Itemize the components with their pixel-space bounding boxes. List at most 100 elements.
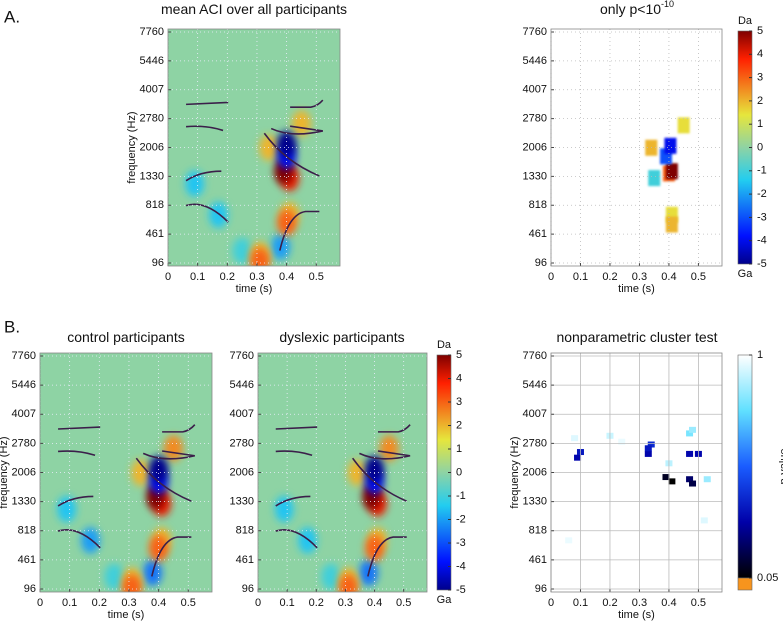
y-tick-label: 2006 bbox=[12, 466, 36, 478]
colorbar-tick-label: 2 bbox=[456, 419, 462, 431]
title-text: dyslexic participants bbox=[279, 329, 404, 345]
y-axis-label: frequency (Hz) bbox=[0, 436, 10, 508]
y-tick-label: 818 bbox=[18, 525, 36, 537]
heat-blob bbox=[347, 459, 367, 486]
colorbar-tick-label: 4 bbox=[456, 372, 462, 384]
heat-cell bbox=[648, 170, 661, 187]
cluster-cell bbox=[700, 517, 708, 524]
y-tick-label: 4007 bbox=[140, 84, 164, 96]
heat-cell bbox=[664, 137, 677, 154]
y-tick-label: 2780 bbox=[523, 113, 547, 125]
plot-background bbox=[551, 29, 722, 266]
y-tick-label: 96 bbox=[242, 583, 254, 595]
heatmap bbox=[274, 424, 411, 592]
panel-label: A. bbox=[4, 7, 20, 26]
heat-blob bbox=[298, 527, 317, 554]
heat-blob bbox=[277, 209, 297, 236]
x-tick-label: 0.4 bbox=[661, 271, 676, 283]
y-tick-label: 461 bbox=[529, 228, 547, 240]
colorbar-tick-label: 5 bbox=[757, 25, 763, 37]
y-tick-label: 2006 bbox=[230, 466, 254, 478]
x-tick-label: 0 bbox=[255, 597, 261, 609]
x-tick-label: 0.3 bbox=[632, 597, 647, 609]
cluster-cell bbox=[686, 430, 694, 437]
colorbar-bottom-label: Ga bbox=[738, 268, 754, 280]
x-tick-label: 0.4 bbox=[151, 597, 166, 609]
colorbar-below bbox=[737, 577, 753, 591]
heat-blob bbox=[80, 527, 100, 554]
cluster-cell bbox=[565, 537, 573, 544]
colorbar-tick-label: 5 bbox=[456, 349, 462, 361]
y-tick-label: 96 bbox=[24, 583, 36, 595]
x-tick-label: 0.3 bbox=[249, 271, 264, 283]
y-tick-label: 5446 bbox=[230, 379, 254, 391]
cluster-cell bbox=[644, 445, 652, 452]
x-tick-label: 0.2 bbox=[92, 597, 107, 609]
heat-cell bbox=[665, 163, 678, 180]
colorbar-tick-label: 0.05 bbox=[757, 572, 778, 584]
y-tick-label: 461 bbox=[146, 228, 164, 240]
y-tick-label: 2780 bbox=[140, 113, 164, 125]
y-tick-label: 461 bbox=[236, 554, 254, 566]
heat-cell bbox=[665, 216, 678, 233]
heat-blob bbox=[149, 535, 169, 562]
x-tick-label: 0.3 bbox=[121, 597, 136, 609]
chart-title: mean ACI over all participants bbox=[161, 1, 347, 17]
y-tick-label: 818 bbox=[236, 525, 254, 537]
heat-blob bbox=[365, 455, 384, 483]
x-axis-label: time (s) bbox=[236, 283, 273, 295]
y-tick-label: 2780 bbox=[230, 437, 254, 449]
y-tick-label: 1330 bbox=[12, 496, 36, 508]
y-tick-label: 2006 bbox=[523, 466, 547, 478]
colorbar-tick-label: -4 bbox=[456, 560, 466, 572]
y-tick-label: 1330 bbox=[523, 496, 547, 508]
title-superscript: -10 bbox=[661, 0, 674, 9]
y-tick-label: 461 bbox=[18, 554, 36, 566]
colorbar-tick-label: 0 bbox=[757, 141, 763, 153]
x-tick-label: 0.2 bbox=[220, 271, 235, 283]
title-text: nonparametric cluster test bbox=[556, 329, 717, 345]
chart-title: only p<10-10 bbox=[600, 0, 674, 17]
colorbar-tick-label: -3 bbox=[757, 211, 767, 223]
y-tick-label: 96 bbox=[152, 257, 164, 269]
x-tick-label: 0.5 bbox=[396, 597, 411, 609]
cluster-cell bbox=[644, 450, 652, 457]
colorbar-top-label: Da bbox=[437, 339, 452, 351]
plot-background bbox=[40, 353, 212, 592]
cluster-cell bbox=[689, 480, 697, 487]
y-tick-label: 5446 bbox=[140, 55, 164, 67]
axes-frame bbox=[257, 352, 428, 593]
title-text: mean ACI over all participants bbox=[161, 1, 347, 17]
y-tick-label: 1330 bbox=[230, 496, 254, 508]
y-tick-label: 7760 bbox=[140, 26, 164, 38]
y-tick-label: 7760 bbox=[523, 350, 547, 362]
colorbar-tick-label: -4 bbox=[757, 235, 767, 247]
cluster-cell bbox=[647, 441, 655, 448]
cluster-cell bbox=[668, 478, 676, 485]
heatmap bbox=[645, 117, 690, 233]
y-tick-label: 2780 bbox=[523, 437, 547, 449]
colorbar-tick-label: 3 bbox=[456, 396, 462, 408]
x-tick-label: 0 bbox=[37, 597, 43, 609]
heat-blob bbox=[122, 574, 142, 592]
y-tick-label: 818 bbox=[529, 525, 547, 537]
colorbar-tick-label: 4 bbox=[757, 48, 763, 60]
colorbar-tick-label: -5 bbox=[757, 258, 767, 270]
axes-frame bbox=[550, 28, 723, 267]
cluster-cell bbox=[574, 454, 582, 461]
panel-label: B. bbox=[4, 317, 20, 336]
heat-blob bbox=[321, 563, 341, 590]
heat-blob bbox=[149, 455, 169, 483]
y-axis-label: frequency (Hz) bbox=[126, 111, 138, 183]
colorbar bbox=[737, 354, 753, 579]
heat-blob bbox=[104, 563, 124, 590]
x-tick-label: 0.2 bbox=[602, 597, 617, 609]
heat-blob bbox=[208, 201, 228, 228]
heat-cell bbox=[677, 117, 690, 134]
heat-blob bbox=[365, 535, 384, 562]
y-tick-label: 4007 bbox=[523, 408, 547, 420]
y-tick-label: 2006 bbox=[140, 141, 164, 153]
heat-blob bbox=[339, 574, 358, 592]
heat-blob bbox=[250, 248, 270, 266]
cluster-cell bbox=[689, 426, 697, 433]
